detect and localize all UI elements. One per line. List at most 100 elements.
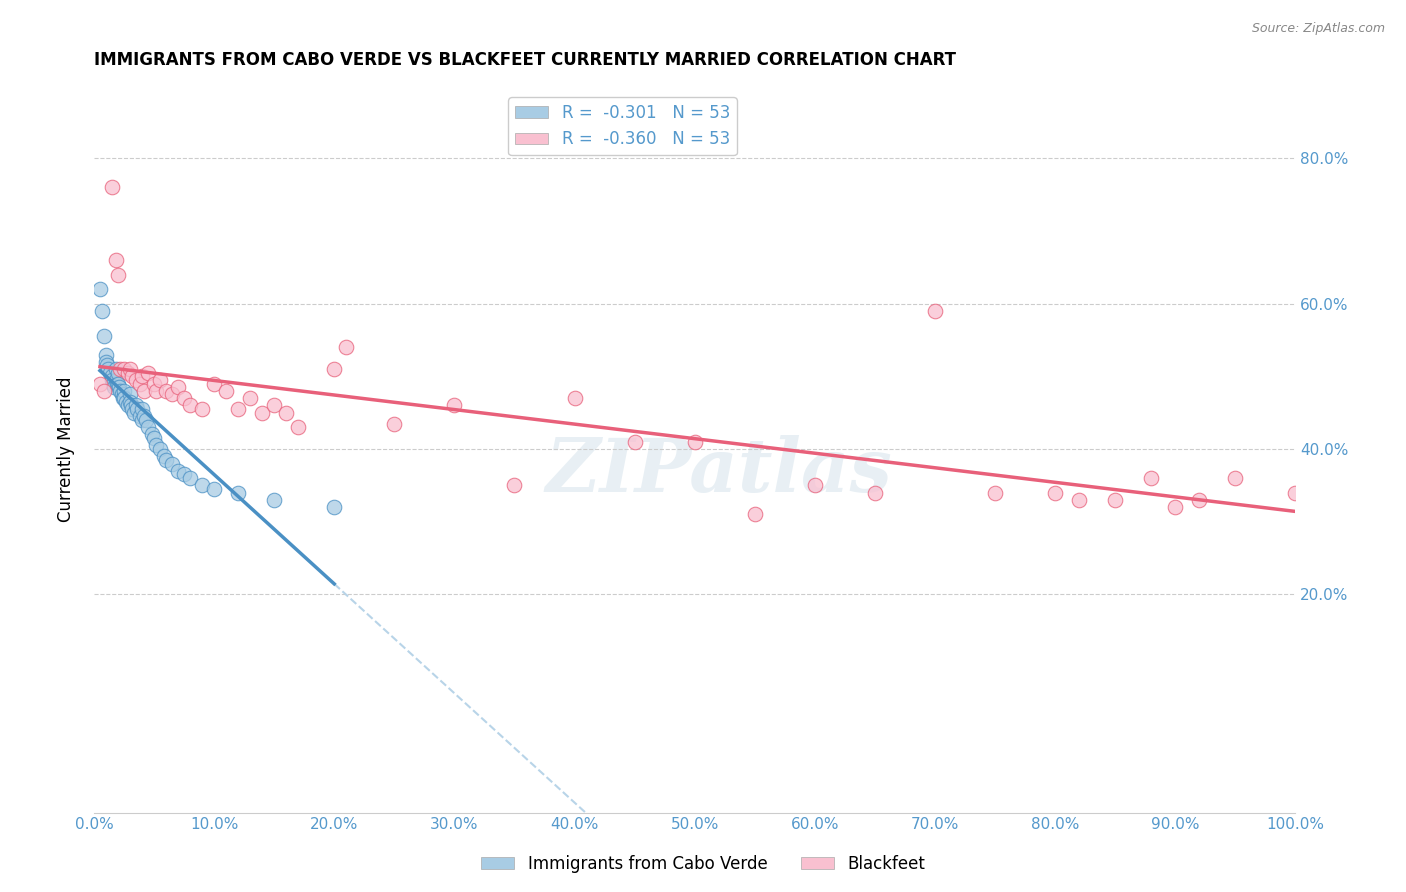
Text: Source: ZipAtlas.com: Source: ZipAtlas.com (1251, 22, 1385, 36)
Text: ZIPatlas: ZIPatlas (546, 434, 893, 507)
Point (107, 376, 129, 391)
Point (118, 394, 141, 409)
Point (226, 485, 249, 500)
Point (110, 384, 132, 398)
Point (1225, 471, 1247, 485)
Point (101, 180, 124, 194)
Point (863, 485, 886, 500)
Point (117, 398, 139, 412)
Point (143, 431, 166, 445)
Point (89, 282, 111, 296)
Point (134, 384, 156, 398)
Point (143, 376, 166, 391)
Point (152, 450, 174, 464)
Point (443, 398, 465, 412)
Point (112, 362, 135, 376)
Point (1284, 485, 1306, 500)
Y-axis label: Currently Married: Currently Married (58, 376, 75, 522)
Point (564, 391, 586, 405)
Point (141, 427, 163, 442)
Point (128, 409, 150, 424)
Point (136, 366, 159, 380)
Point (120, 398, 142, 412)
Point (121, 369, 143, 384)
Point (167, 380, 190, 394)
Point (135, 413, 157, 427)
Point (110, 362, 132, 376)
Point (179, 471, 201, 485)
Point (118, 387, 141, 401)
Point (105, 376, 128, 391)
Point (160, 387, 183, 401)
Point (1043, 485, 1066, 500)
Point (503, 478, 526, 492)
Point (155, 384, 177, 398)
Point (173, 391, 195, 405)
Point (323, 362, 346, 376)
Point (1104, 492, 1126, 507)
Point (1164, 500, 1187, 515)
Point (89, 376, 111, 391)
Point (128, 376, 150, 391)
Point (804, 478, 827, 492)
Point (335, 340, 357, 354)
Point (96, 359, 118, 373)
Point (118, 362, 141, 376)
Point (1188, 492, 1211, 507)
Point (93, 329, 115, 343)
Point (173, 467, 195, 482)
Point (101, 373, 124, 387)
Point (93, 384, 115, 398)
Point (110, 387, 132, 401)
Point (91, 304, 114, 318)
Point (101, 376, 124, 391)
Point (115, 394, 138, 409)
Point (125, 373, 148, 387)
Point (107, 268, 129, 282)
Point (287, 420, 309, 434)
Text: IMMIGRANTS FROM CABO VERDE VS BLACKFEET CURRENTLY MARRIED CORRELATION CHART: IMMIGRANTS FROM CABO VERDE VS BLACKFEET … (94, 51, 956, 69)
Point (134, 409, 156, 424)
Point (125, 398, 148, 412)
Point (112, 384, 135, 398)
Point (149, 442, 172, 456)
Legend: R =  -0.301   N = 53, R =  -0.360   N = 53: R = -0.301 N = 53, R = -0.360 N = 53 (509, 97, 737, 155)
Point (226, 402, 249, 417)
Point (202, 482, 225, 496)
Point (202, 376, 225, 391)
Point (149, 373, 172, 387)
Legend: Immigrants from Cabo Verde, Blackfeet: Immigrants from Cabo Verde, Blackfeet (474, 848, 932, 880)
Point (136, 420, 159, 434)
Point (107, 366, 129, 380)
Point (94, 347, 117, 361)
Point (122, 406, 145, 420)
Point (155, 453, 177, 467)
Point (104, 252, 127, 267)
Point (160, 457, 183, 471)
Point (382, 417, 405, 431)
Point (145, 438, 167, 452)
Point (179, 398, 201, 412)
Point (112, 391, 135, 405)
Point (984, 485, 1007, 500)
Point (131, 413, 153, 427)
Point (167, 464, 190, 478)
Point (623, 434, 645, 449)
Point (104, 373, 127, 387)
Point (683, 434, 706, 449)
Point (94, 355, 117, 369)
Point (131, 402, 153, 417)
Point (121, 402, 143, 417)
Point (924, 304, 946, 318)
Point (127, 402, 149, 417)
Point (108, 380, 131, 394)
Point (117, 366, 139, 380)
Point (101, 369, 124, 384)
Point (103, 380, 125, 394)
Point (276, 406, 298, 420)
Point (191, 402, 214, 417)
Point (744, 508, 766, 522)
Point (263, 492, 285, 507)
Point (111, 391, 134, 405)
Point (250, 406, 273, 420)
